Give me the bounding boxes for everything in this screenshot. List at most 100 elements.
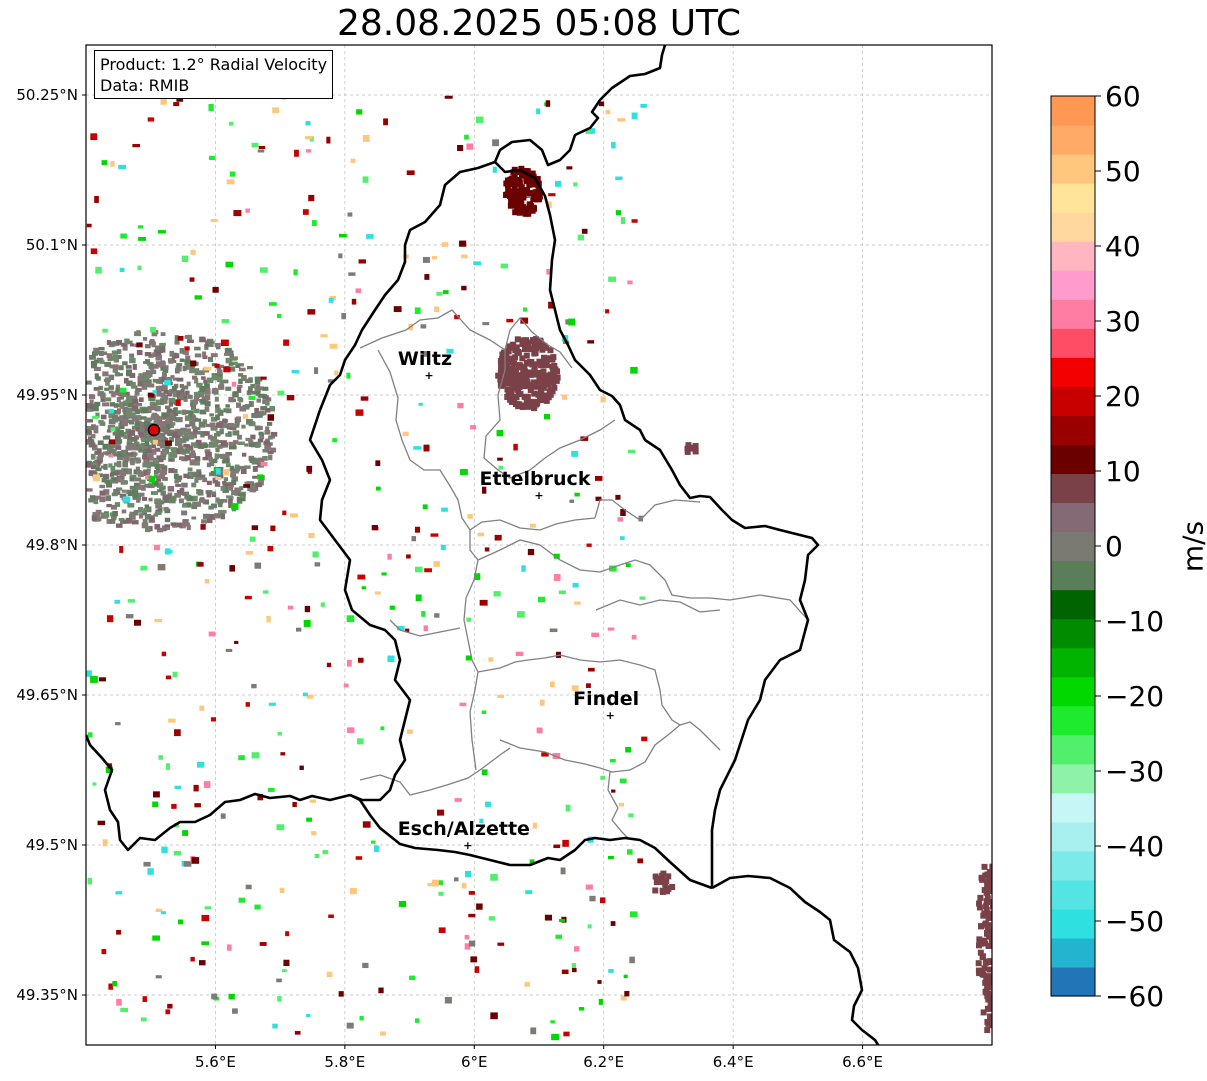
echo-pixel — [218, 373, 223, 379]
echo-pixel — [168, 402, 174, 407]
echo-pixel — [250, 384, 256, 389]
echo-pixel — [981, 965, 988, 972]
echo-pixel — [187, 445, 194, 450]
echo-pixel — [106, 340, 112, 346]
echo-pixel — [156, 438, 164, 444]
echo-pixel — [100, 392, 106, 399]
echo-pixel — [326, 971, 333, 978]
echo-pixel — [94, 401, 101, 407]
echo-pixel — [492, 166, 497, 173]
echo-pixel — [206, 338, 214, 344]
echo-pixel — [108, 439, 116, 445]
echo-pixel — [521, 379, 528, 386]
echo-pixel — [351, 298, 357, 305]
echo-pixel — [231, 476, 239, 482]
echo-pixel — [193, 395, 199, 402]
echo-pixel — [117, 355, 122, 359]
echo-pixel — [116, 523, 123, 528]
echo-pixel — [140, 1017, 147, 1022]
echo-pixel — [521, 565, 526, 572]
echo-pixel — [299, 765, 304, 770]
echo-pixel — [121, 509, 127, 514]
echo-pixel — [160, 420, 167, 427]
echo-pixel — [135, 402, 143, 407]
echo-pixel — [210, 353, 218, 358]
echo-pixel — [620, 217, 626, 224]
echo-pixel — [985, 914, 992, 921]
colorbar-segment — [1051, 821, 1095, 852]
echo-pixel — [512, 209, 519, 216]
echo-pixel — [518, 208, 525, 215]
echo-pixel — [329, 343, 338, 349]
echo-pixel — [188, 434, 195, 440]
echo-pixel — [213, 513, 221, 519]
echo-pixel — [97, 820, 106, 826]
echo-pixel — [96, 456, 104, 462]
echo-pixel — [93, 347, 100, 354]
echo-pixel — [305, 120, 311, 126]
echo-pixel — [438, 927, 446, 933]
echo-pixel — [142, 471, 148, 477]
echo-pixel — [201, 376, 206, 380]
echo-pixel — [994, 909, 1000, 915]
echo-pixel — [259, 942, 267, 946]
echo-pixel — [221, 498, 228, 503]
echo-pixel — [152, 352, 158, 358]
echo-pixel — [204, 578, 210, 584]
echo-pixel — [114, 502, 121, 508]
echo-pixel — [334, 370, 339, 376]
echo-pixel — [185, 355, 191, 361]
echo-pixel — [360, 396, 369, 401]
echo-pixel — [234, 640, 239, 644]
echo-pixel — [208, 155, 216, 160]
echo-pixel — [383, 118, 389, 126]
echo-pixel — [155, 349, 162, 356]
echo-pixel — [258, 431, 264, 436]
echo-pixel — [86, 670, 92, 677]
echo-pixel — [268, 435, 273, 440]
echo-pixel — [144, 344, 151, 349]
echo-pixel — [255, 441, 262, 448]
echo-pixel — [628, 813, 634, 818]
echo-pixel — [326, 662, 332, 668]
echo-pixel — [141, 443, 149, 449]
echo-pixel — [113, 443, 120, 447]
echo-pixel — [104, 479, 111, 484]
echo-pixel — [172, 524, 178, 528]
echo-pixel — [143, 457, 148, 464]
echo-pixel — [175, 483, 181, 487]
echo-pixel — [147, 433, 152, 437]
echo-pixel — [990, 994, 992, 1001]
echo-pixel — [512, 202, 519, 209]
echo-pixel — [993, 907, 999, 913]
echo-pixel — [110, 427, 116, 432]
echo-pixel — [228, 498, 233, 505]
echo-pixel — [517, 391, 524, 398]
echo-pixel — [175, 522, 182, 528]
echo-pixel — [993, 933, 999, 939]
echo-pixel — [148, 397, 154, 401]
echo-pixel — [127, 399, 133, 404]
colorbar-segment — [1051, 154, 1095, 184]
echo-pixel — [164, 444, 171, 450]
echo-pixel — [155, 345, 162, 351]
echo-pixel — [154, 511, 162, 515]
echo-pixel — [112, 511, 118, 517]
echo-pixel — [164, 379, 171, 386]
echo-pixel — [481, 710, 487, 715]
echo-pixel — [116, 396, 121, 403]
echo-pixel — [227, 422, 234, 428]
echo-pixel — [474, 573, 481, 581]
echo-pixel — [110, 514, 117, 521]
echo-pixel — [215, 414, 220, 421]
echo-pixel — [132, 490, 139, 495]
echo-pixel — [190, 360, 197, 367]
echo-pixel — [225, 357, 233, 364]
echo-pixel — [183, 398, 188, 402]
echo-pixel — [251, 487, 257, 493]
lat-tick-label: 49.8°N — [26, 536, 78, 554]
echo-pixel — [459, 702, 467, 707]
echo-pixel — [120, 1007, 128, 1013]
echo-pixel — [140, 425, 146, 430]
echo-pixel — [504, 363, 511, 370]
